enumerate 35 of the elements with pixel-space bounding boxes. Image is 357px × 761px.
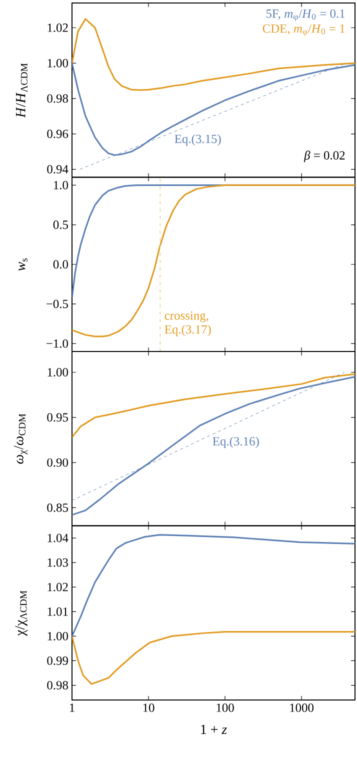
y-axis-title: w$_{s}$ [18,258,28,271]
y-tick-label: 0.95 [47,413,68,422]
y-tick-label: 0.90 [47,458,68,467]
y-tick-label: 1.01 [48,607,68,616]
x-tick-label: 100 [216,704,234,712]
annotation: β = 0.02 [304,150,345,162]
y-tick-label: 1.00 [48,58,68,68]
y-tick-label: −0.5 [46,300,68,308]
annotation: crossing, Eq.(3.17) [164,311,211,336]
y-axis-title: χ/χ$_{ΛCDM}$ [15,590,28,636]
y-tick-label: 0.99 [47,656,68,665]
text: CDE, m$_{φ}$/H$_{0}$ = 1 [262,24,345,36]
y-tick-label: 1.03 [48,558,68,567]
y-tick-label: 0.96 [47,130,68,138]
y-tick-label: 0.94 [47,165,68,174]
x-tick-label: 1 [70,704,74,712]
y-tick-label: 0.98 [47,681,68,690]
x-tick-label: 1000 [290,704,314,712]
y-tick-label: 1.02 [48,24,68,32]
y-tick-label: 1.02 [48,582,68,592]
x-axis-title: 1 + z [201,724,227,734]
text: 5F, m$_{φ}$/H$_{0}$ = 0.1 [266,9,345,22]
y-axis-title: ω$_{χ}$/ω$_{CDM}$ [14,414,28,464]
y-tick-label: 1.0 [54,180,68,190]
x-tick-label: 10 [143,704,154,712]
y-tick-label: 1.00 [48,632,68,640]
y-tick-label: 0.85 [47,503,68,512]
annotation: Eq.(3.15) [174,134,221,146]
y-tick-label: 1.04 [48,534,68,542]
y-tick-label: 1.00 [48,368,68,376]
y-tick-label: −1.0 [46,339,68,348]
y-tick-label: 0.0 [53,260,68,269]
y-tick-label: 0.5 [53,220,68,229]
y-tick-label: 0.98 [47,94,68,103]
annotation: Eq.(3.16) [212,436,259,448]
